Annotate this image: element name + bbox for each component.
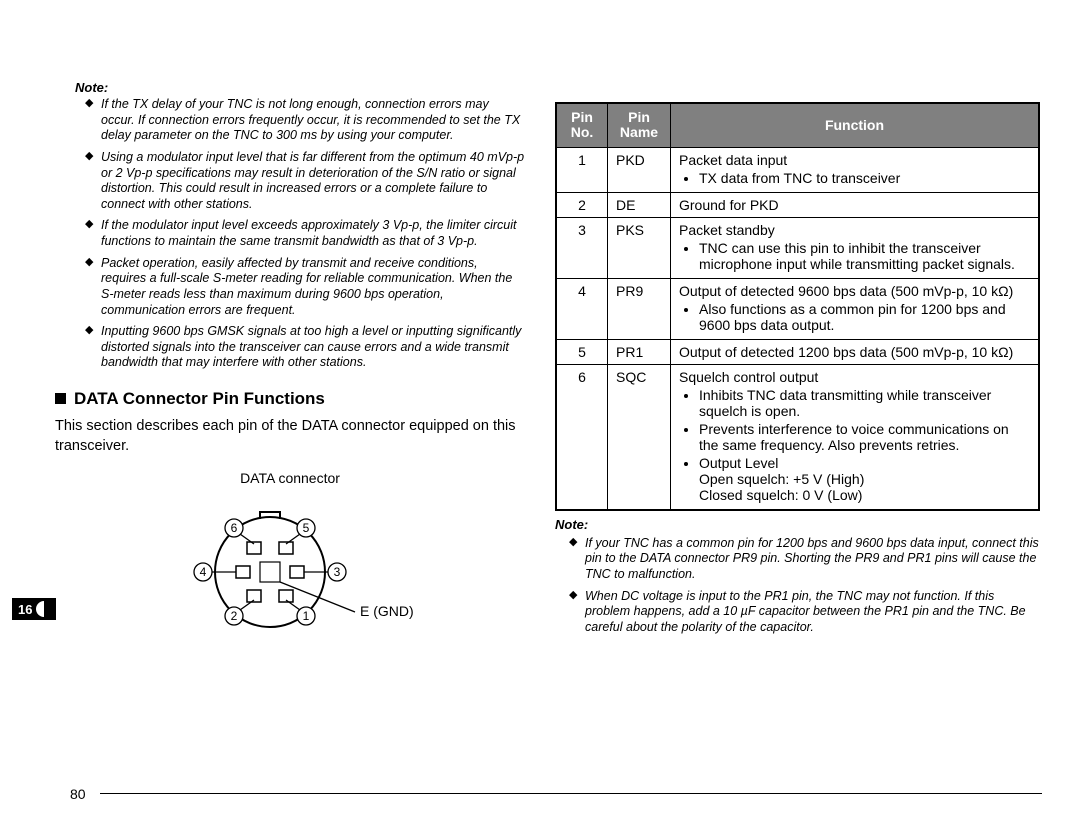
cell-pin-name: PKS [608, 217, 671, 278]
section-body: This section describes each pin of the D… [55, 417, 525, 456]
table-row: 2DEGround for PKD [556, 192, 1039, 217]
pin-6-label: 6 [231, 521, 238, 535]
cell-pin-name: DE [608, 192, 671, 217]
cell-pin-no: 1 [556, 147, 608, 192]
cell-function: Ground for PKD [671, 192, 1040, 217]
cell-pin-no: 2 [556, 192, 608, 217]
note-item: Using a modulator input level that is fa… [85, 150, 525, 213]
cell-function: Output of detected 9600 bps data (500 mV… [671, 278, 1040, 339]
pin-4-label: 4 [200, 565, 207, 579]
table-row: 3PKSPacket standbyTNC can use this pin t… [556, 217, 1039, 278]
th-pin-no: Pin No. [556, 103, 608, 147]
note-item: Packet operation, easily affected by tra… [85, 256, 525, 319]
note-list-left: If the TX delay of your TNC is not long … [55, 97, 525, 371]
pin-1-label: 1 [303, 609, 310, 623]
cell-pin-name: PKD [608, 147, 671, 192]
note-item: When DC voltage is input to the PR1 pin,… [569, 589, 1040, 636]
table-row: 1PKDPacket data inputTX data from TNC to… [556, 147, 1039, 192]
note-item: Inputting 9600 bps GMSK signals at too h… [85, 324, 525, 371]
page-number: 80 [70, 786, 86, 802]
cell-pin-no: 3 [556, 217, 608, 278]
pin-function-table: Pin No. Pin Name Function 1PKDPacket dat… [555, 102, 1040, 511]
cell-pin-name: PR1 [608, 339, 671, 364]
gnd-label: E (GND) [360, 603, 414, 619]
cell-pin-name: PR9 [608, 278, 671, 339]
note-item: If the TX delay of your TNC is not long … [85, 97, 525, 144]
cell-function: Output of detected 1200 bps data (500 mV… [671, 339, 1040, 364]
pin-3-label: 3 [334, 565, 341, 579]
tab-half-circle-icon [36, 601, 52, 617]
cell-pin-no: 6 [556, 364, 608, 510]
cell-function: Packet standbyTNC can use this pin to in… [671, 217, 1040, 278]
section-title-text: DATA Connector Pin Functions [74, 389, 325, 408]
section-title: DATA Connector Pin Functions [55, 389, 525, 409]
function-bullet: TX data from TNC to transceiver [699, 170, 1030, 186]
function-bullet: Inhibits TNC data transmitting while tra… [699, 387, 1030, 419]
function-bullet: Output Level Open squelch: +5 V (High) C… [699, 455, 1030, 503]
table-row: 6SQCSquelch control outputInhibits TNC d… [556, 364, 1039, 510]
note-item: If the modulator input level exceeds app… [85, 218, 525, 249]
table-row: 5PR1Output of detected 1200 bps data (50… [556, 339, 1039, 364]
th-pin-name: Pin Name [608, 103, 671, 147]
connector-label: DATA connector [55, 470, 525, 486]
th-function: Function [671, 103, 1040, 147]
pin-2-label: 2 [231, 609, 238, 623]
note-heading-left: Note: [75, 80, 525, 95]
note-item: If your TNC has a common pin for 1200 bp… [569, 536, 1040, 583]
cell-pin-no: 4 [556, 278, 608, 339]
cell-function: Squelch control outputInhibits TNC data … [671, 364, 1040, 510]
cell-pin-no: 5 [556, 339, 608, 364]
note-heading-right: Note: [555, 517, 1040, 532]
data-connector-diagram: 6 5 4 3 2 [55, 492, 525, 652]
cell-function: Packet data inputTX data from TNC to tra… [671, 147, 1040, 192]
table-row: 4PR9Output of detected 9600 bps data (50… [556, 278, 1039, 339]
square-bullet-icon [55, 393, 66, 404]
chapter-tab: 16 [12, 598, 56, 620]
page-rule [100, 793, 1042, 794]
function-bullet: Also functions as a common pin for 1200 … [699, 301, 1030, 333]
function-bullet: Prevents interference to voice communica… [699, 421, 1030, 453]
function-bullet: TNC can use this pin to inhibit the tran… [699, 240, 1030, 272]
note-list-right: If your TNC has a common pin for 1200 bp… [555, 536, 1040, 636]
cell-pin-name: SQC [608, 364, 671, 510]
chapter-tab-number: 16 [18, 602, 32, 617]
pin-5-label: 5 [303, 521, 310, 535]
